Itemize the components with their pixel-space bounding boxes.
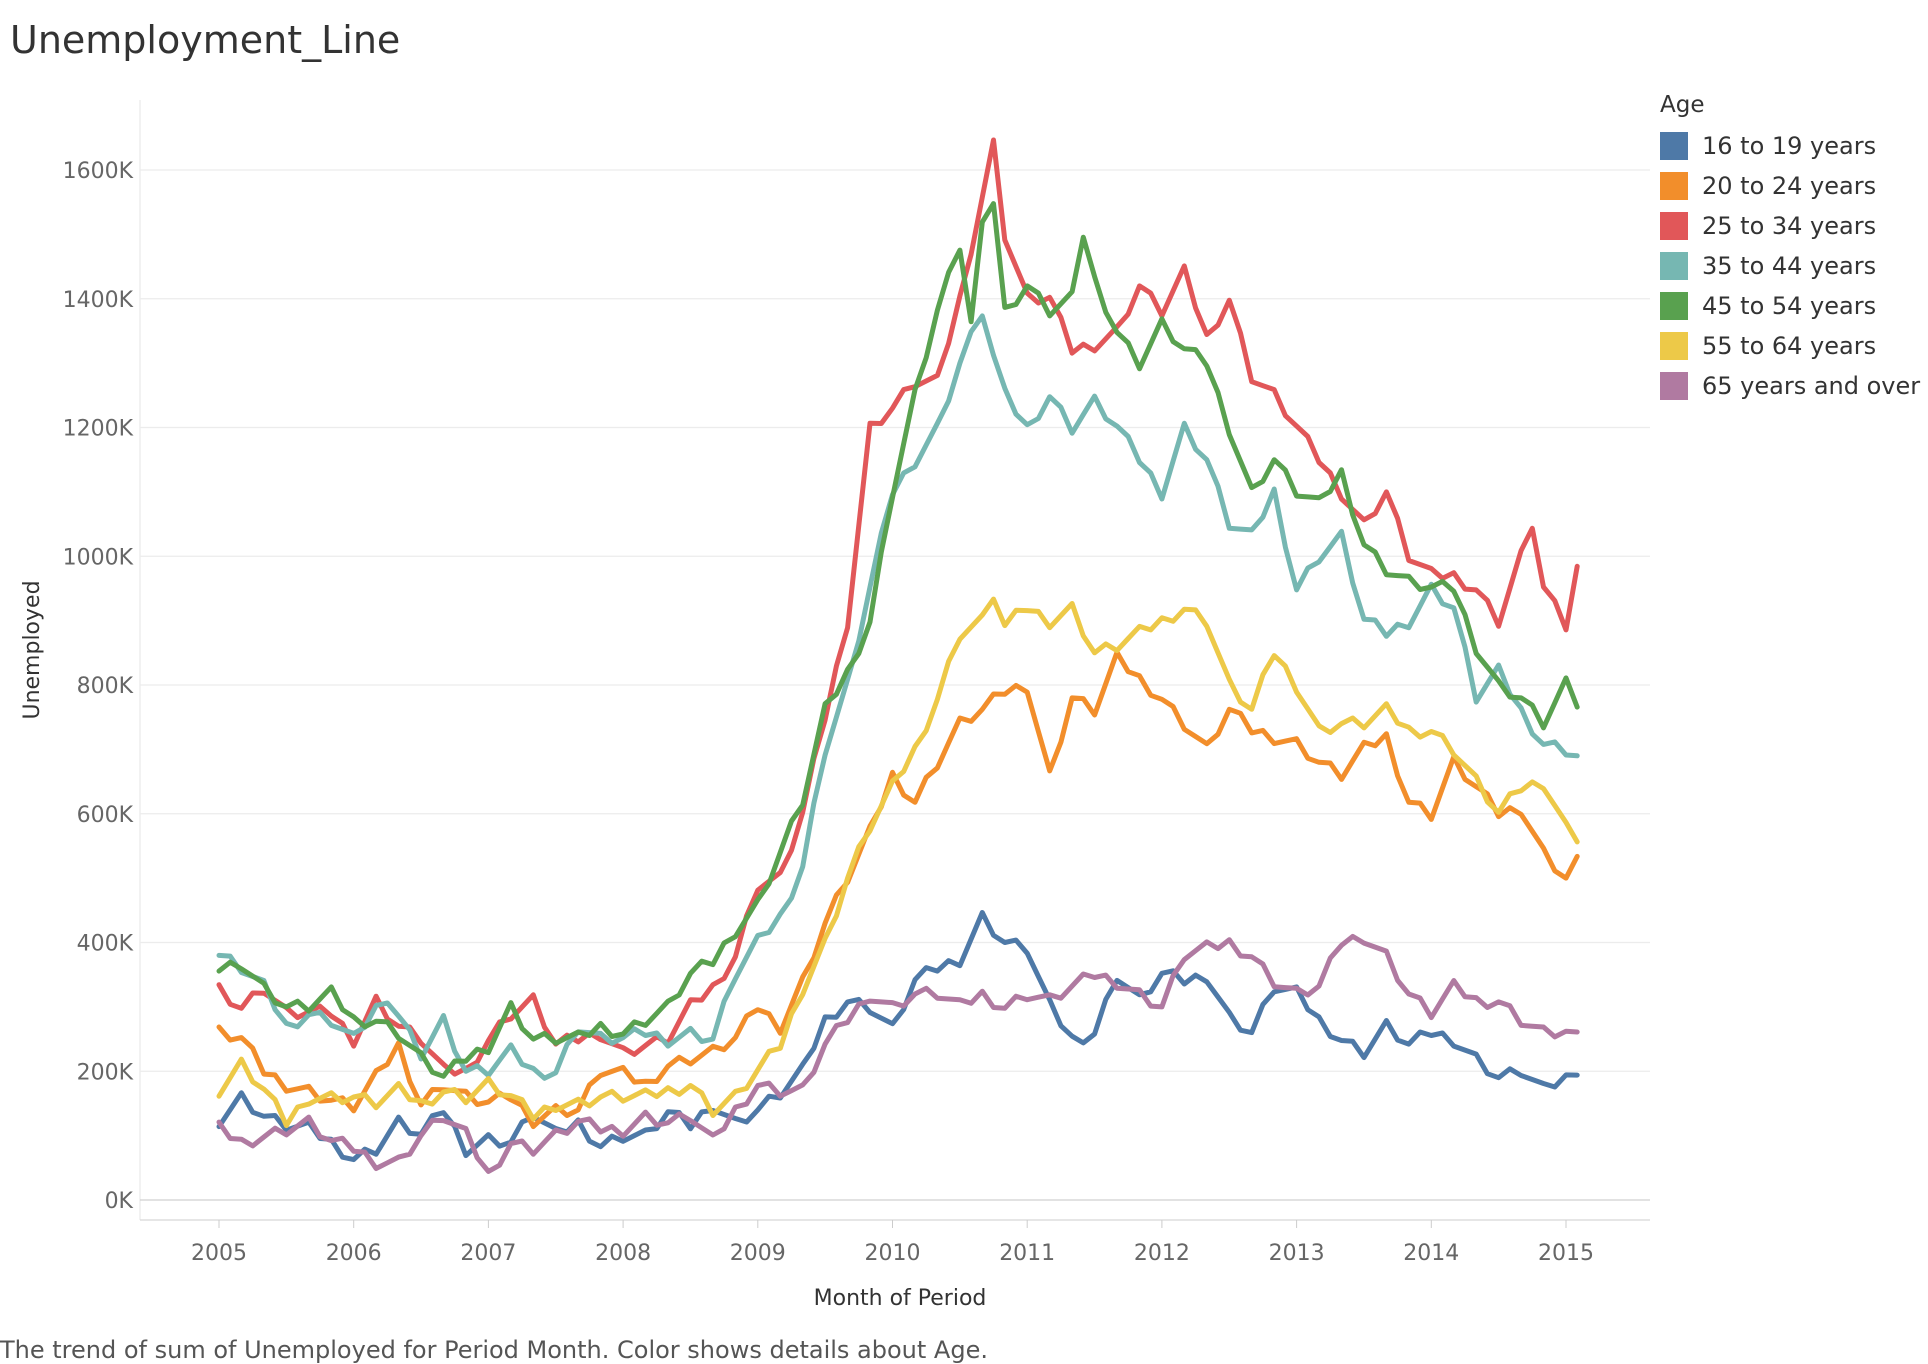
x-tick-label: 2014: [1403, 1241, 1459, 1266]
gridlines: [139, 100, 1650, 1221]
legend-item[interactable]: 25 to 34 years: [1660, 206, 1920, 246]
legend-swatch: [1660, 132, 1688, 160]
series-line-25-to-34-years: [216, 137, 1580, 1077]
x-tick-label: 2015: [1538, 1241, 1594, 1266]
series-line-55-to-64-years: [216, 596, 1580, 1129]
x-tick-label: 2009: [730, 1241, 786, 1266]
legend-label: 20 to 24 years: [1702, 172, 1877, 200]
series-line-16-to-19-years: [216, 910, 1580, 1163]
series-line-35-to-44-years: [216, 313, 1580, 1081]
x-tick-label: 2008: [595, 1241, 651, 1266]
legend-item[interactable]: 16 to 19 years: [1660, 126, 1920, 166]
y-tick-label: 1200K: [63, 417, 134, 442]
legend-item[interactable]: 55 to 64 years: [1660, 326, 1920, 366]
series-line-65-years-and-over: [216, 933, 1580, 1174]
y-tick-label: 600K: [77, 803, 134, 828]
x-tick-label: 2010: [865, 1241, 921, 1266]
legend-label: 35 to 44 years: [1702, 252, 1877, 280]
y-axis-ticks: 0K 200K 400K 600K 800K 1000K 1200K 1400K 1600K: [63, 159, 134, 1214]
y-tick-label: 1600K: [63, 159, 134, 184]
legend-swatch: [1660, 292, 1688, 320]
y-tick-label: 1000K: [63, 545, 134, 570]
x-axis-ticks: 2005 2006 2007 2008 2009 2010 2011 2012 2013 2014…: [191, 1220, 1594, 1266]
legend-item[interactable]: 35 to 44 years: [1660, 246, 1920, 286]
x-tick-label: 2011: [999, 1241, 1055, 1266]
legend-label: 65 years and over: [1702, 372, 1921, 400]
legend-swatch: [1660, 172, 1688, 200]
series-line-45-to-54-years: [216, 201, 1580, 1079]
legend: Age 16 to 19 years 20 to 24 years 25 to 34…: [1660, 92, 1920, 406]
x-tick-label: 2007: [460, 1241, 516, 1266]
legend-item[interactable]: 45 to 54 years: [1660, 286, 1920, 326]
legend-swatch: [1660, 372, 1688, 400]
legend-label: 55 to 64 years: [1702, 332, 1877, 360]
x-axis-title: Month of Period: [814, 1286, 987, 1311]
x-tick-label: 2012: [1134, 1241, 1190, 1266]
y-tick-label: 800K: [77, 674, 134, 699]
legend-item[interactable]: 20 to 24 years: [1660, 166, 1920, 206]
legend-swatch: [1660, 212, 1688, 240]
y-axis-title: Unemployed: [20, 580, 45, 719]
x-tick-label: 2006: [326, 1241, 382, 1266]
y-tick-label: 400K: [77, 932, 134, 957]
y-tick-label: 1400K: [63, 288, 134, 313]
legend-label: 45 to 54 years: [1702, 292, 1877, 320]
legend-swatch: [1660, 332, 1688, 360]
series-lines: [216, 137, 1580, 1174]
y-tick-label: 0K: [105, 1189, 134, 1214]
y-tick-label: 200K: [77, 1060, 134, 1085]
chart-title: Unemployment_Line: [10, 18, 401, 62]
legend-items: 16 to 19 years 20 to 24 years 25 to 34 yea…: [1660, 126, 1920, 406]
chart-caption: The trend of sum of Unemployed for Perio…: [0, 1336, 988, 1364]
legend-title: Age: [1660, 92, 1705, 118]
x-tick-label: 2013: [1269, 1241, 1325, 1266]
legend-label: 16 to 19 years: [1702, 132, 1877, 160]
x-tick-label: 2005: [191, 1241, 247, 1266]
legend-label: 25 to 34 years: [1702, 212, 1877, 240]
legend-item[interactable]: 65 years and over: [1660, 366, 1920, 406]
legend-swatch: [1660, 252, 1688, 280]
